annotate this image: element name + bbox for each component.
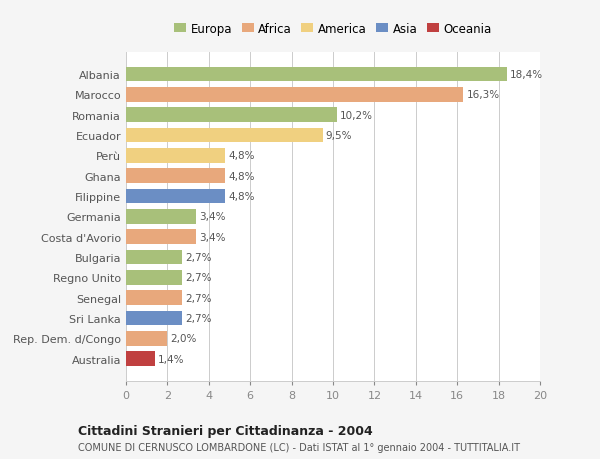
- Bar: [126, 331, 167, 346]
- Text: 3,4%: 3,4%: [199, 212, 226, 222]
- Text: 2,7%: 2,7%: [185, 252, 211, 263]
- Bar: [126, 88, 463, 102]
- Bar: [126, 270, 182, 285]
- Bar: [126, 352, 155, 366]
- Text: 18,4%: 18,4%: [510, 70, 543, 80]
- Text: Cittadini Stranieri per Cittadinanza - 2004: Cittadini Stranieri per Cittadinanza - 2…: [78, 425, 373, 437]
- Bar: [126, 291, 182, 305]
- Text: COMUNE DI CERNUSCO LOMBARDONE (LC) - Dati ISTAT al 1° gennaio 2004 - TUTTITALIA.: COMUNE DI CERNUSCO LOMBARDONE (LC) - Dat…: [78, 442, 520, 452]
- Bar: [126, 230, 196, 245]
- Bar: [126, 68, 507, 82]
- Text: 2,7%: 2,7%: [185, 313, 211, 323]
- Bar: [126, 189, 226, 204]
- Bar: [126, 250, 182, 265]
- Bar: [126, 129, 323, 143]
- Legend: Europa, Africa, America, Asia, Oceania: Europa, Africa, America, Asia, Oceania: [174, 22, 492, 35]
- Text: 16,3%: 16,3%: [467, 90, 500, 100]
- Text: 4,8%: 4,8%: [229, 171, 255, 181]
- Bar: [126, 108, 337, 123]
- Bar: [126, 210, 196, 224]
- Text: 2,7%: 2,7%: [185, 273, 211, 283]
- Text: 3,4%: 3,4%: [199, 232, 226, 242]
- Text: 4,8%: 4,8%: [229, 151, 255, 161]
- Bar: [126, 149, 226, 163]
- Bar: [126, 311, 182, 325]
- Text: 9,5%: 9,5%: [326, 131, 352, 141]
- Text: 2,7%: 2,7%: [185, 293, 211, 303]
- Text: 10,2%: 10,2%: [340, 111, 373, 121]
- Text: 2,0%: 2,0%: [170, 334, 197, 343]
- Text: 4,8%: 4,8%: [229, 191, 255, 202]
- Bar: [126, 169, 226, 184]
- Text: 1,4%: 1,4%: [158, 354, 185, 364]
